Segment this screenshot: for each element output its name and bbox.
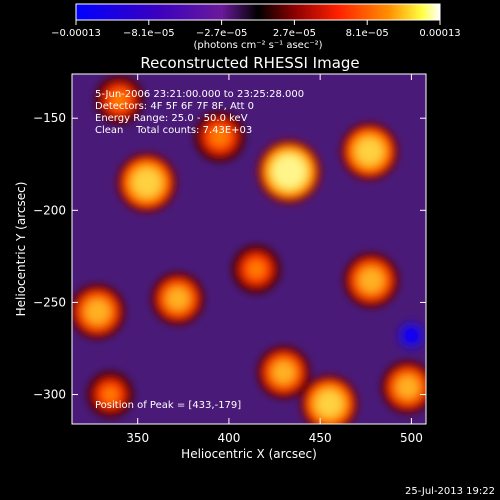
colorbar-ticks: −0.00013 −8.1e−05 −2.7e−05 2.7e−05 8.1e−05 0.… (51, 20, 461, 39)
x-tick-label: 400 (217, 431, 240, 445)
heatmap-peak (86, 371, 134, 418)
heatmap-peak (340, 122, 399, 181)
y-tick-label: −300 (33, 388, 66, 402)
colorbar-tick-label: 0.00013 (419, 28, 460, 39)
y-tick-label: −250 (33, 295, 66, 309)
heatmap-blobs (72, 75, 426, 424)
annotation-peak-position: Position of Peak = [433,-179] (95, 400, 241, 411)
colorbar-tick-label: −0.00013 (51, 28, 101, 39)
annotation-clean-counts: Clean Total counts: 7.43E+03 (95, 125, 252, 136)
colorbar-tick-label: −2.7e−05 (196, 28, 248, 39)
colorbar-tick-label: 2.7e−05 (273, 28, 316, 39)
chart-title: Reconstructed RHESSI Image (140, 54, 359, 72)
plot-frame (71, 73, 427, 425)
colorbar-tick-label: −8.1e−05 (123, 28, 175, 39)
heatmap-peak (231, 244, 281, 294)
x-axis-label: Heliocentric X (arcsec) (181, 447, 317, 461)
x-tick-label: 350 (126, 431, 149, 445)
heatmap-peak (151, 272, 205, 326)
y-tick-label: −200 (33, 203, 66, 217)
y-axis-label: Heliocentric Y (arcsec) (14, 182, 28, 317)
x-tick-label: 500 (400, 431, 423, 445)
annotation-detectors: Detectors: 4F 5F 6F 7F 8F, Att 0 (95, 101, 254, 112)
x-axis: 350 400 450 500 (126, 74, 423, 445)
heatmap-peak (94, 75, 144, 125)
y-tick-label: −150 (33, 111, 66, 125)
heatmap-minimum (397, 321, 426, 350)
annotation-energy-range: Energy Range: 25.0 - 50.0 keV (95, 113, 248, 124)
colorbar-tick-label: 8.1e−05 (346, 28, 389, 39)
heatmap-peak (257, 139, 322, 204)
heatmap-peak (343, 252, 399, 309)
colorbar-gradient (75, 3, 441, 21)
colorbar: −0.00013 −8.1e−05 −2.7e−05 2.7e−05 8.1e−05 0.… (51, 3, 461, 51)
y-axis: −300 −250 −200 −150 (33, 111, 426, 402)
colorbar-units: (photons cm⁻² s⁻¹ asec⁻²) (193, 40, 322, 51)
x-tick-label: 450 (309, 431, 332, 445)
heatmap-peak (381, 360, 426, 414)
heatmap-peak (300, 374, 359, 424)
annotations: 5-Jun-2006 23:21:00.000 to 23:25:28.000 … (95, 89, 304, 411)
plot-area (72, 74, 426, 424)
heatmap-peak (194, 111, 246, 163)
heatmap-peak (116, 152, 177, 213)
annotation-time-range: 5-Jun-2006 23:21:00.000 to 23:25:28.000 (95, 89, 304, 100)
heatmap-peak (257, 345, 311, 400)
timestamp: 25-Jul-2013 19:22 (405, 486, 495, 497)
heatmap-peak (72, 283, 126, 340)
